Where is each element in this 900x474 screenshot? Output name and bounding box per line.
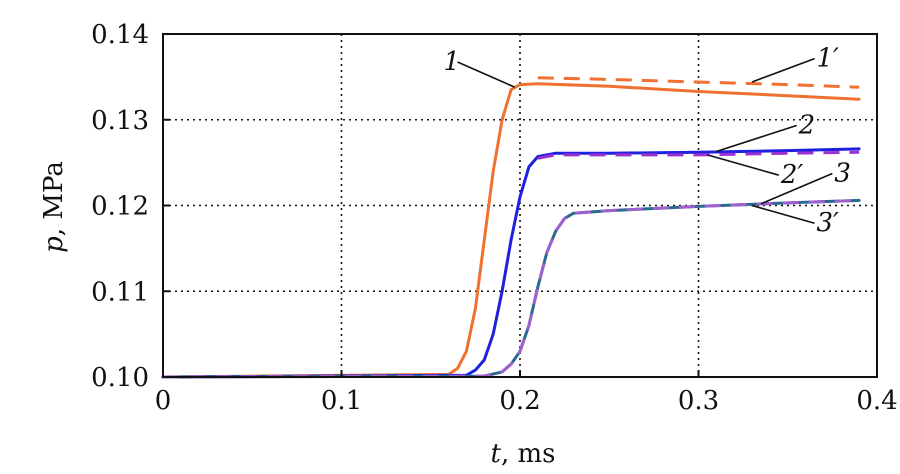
axes-frame xyxy=(162,33,878,378)
annotation-leader-line xyxy=(751,57,815,83)
annotation-leader-line xyxy=(760,172,833,205)
annotation-leader-line xyxy=(751,204,815,224)
x-tick-label: 0 xyxy=(155,386,172,416)
series-group xyxy=(161,76,861,379)
y-tick-label: 0.14 xyxy=(91,20,149,50)
curve-label: 2′ xyxy=(780,160,804,190)
curve-label: 1′ xyxy=(817,44,840,74)
annotation-leader-line xyxy=(707,154,780,176)
x-tick-label: 0.1 xyxy=(321,386,362,416)
x-tick-label: 0.2 xyxy=(499,386,540,416)
curve-label: 2 xyxy=(798,110,816,140)
y-axis-label: p, MPa xyxy=(39,161,69,253)
y-tick-label: 0.12 xyxy=(91,192,149,222)
x-tick-label: 0.3 xyxy=(678,386,719,416)
y-tick-label: 0.11 xyxy=(91,277,149,307)
series-line-4 xyxy=(537,150,860,160)
series-line-2 xyxy=(537,76,860,89)
curve-label: 1 xyxy=(444,47,461,77)
series-line-1 xyxy=(161,82,861,379)
x-tick-label: 0.4 xyxy=(856,386,897,416)
y-tick-label: 0.10 xyxy=(91,363,149,393)
annotation-leader-line xyxy=(716,124,797,153)
curve-label: 3′ xyxy=(817,208,840,238)
curve-annotations: 1 1′ 2 2′ 3 3′ xyxy=(444,44,851,239)
annotation-leader-line xyxy=(457,61,515,88)
tick-labels: 0 0.1 0.2 0.3 0.4 0.10 0.11 0.12 0.13 0.14 xyxy=(91,20,898,416)
curve-label: 3 xyxy=(834,158,851,188)
y-tick-label: 0.13 xyxy=(91,106,149,136)
series-line-5 xyxy=(161,198,861,379)
series-line-3 xyxy=(161,147,861,379)
x-axis-label: t, ms xyxy=(491,439,556,469)
series-line-6 xyxy=(162,198,860,379)
